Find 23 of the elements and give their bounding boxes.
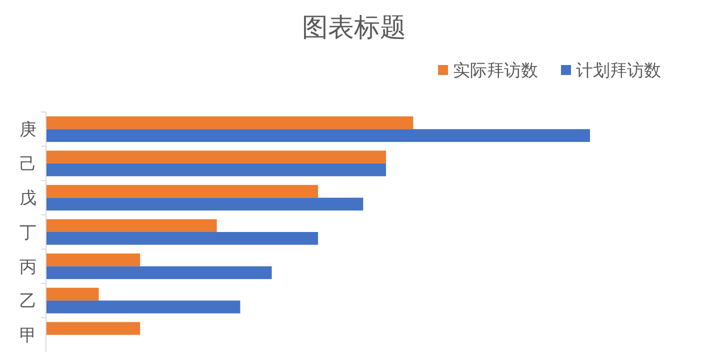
bar <box>46 219 217 232</box>
bar <box>46 184 318 198</box>
y-tick-label: 乙 <box>20 292 36 312</box>
y-tick-label: 甲 <box>20 326 36 346</box>
bar <box>46 322 140 335</box>
y-tick-label: 己 <box>20 154 36 174</box>
bar <box>46 232 318 245</box>
bar <box>46 163 386 176</box>
bar <box>46 288 99 301</box>
bar <box>46 150 386 164</box>
y-tick-label: 庚 <box>20 120 36 140</box>
y-tick-label: 丁 <box>20 223 36 243</box>
bar <box>46 253 140 266</box>
bar <box>46 129 590 142</box>
legend-label: 计划拜访数 <box>576 61 661 81</box>
bar <box>46 300 240 314</box>
bar <box>46 116 414 130</box>
y-tick-label: 丙 <box>20 257 36 278</box>
bar <box>46 198 364 211</box>
y-tick-label: 戊 <box>20 188 36 209</box>
chart-title: 图表标题 <box>302 13 406 43</box>
legend-label: 实际拜访数 <box>453 61 538 81</box>
bar <box>46 266 272 280</box>
